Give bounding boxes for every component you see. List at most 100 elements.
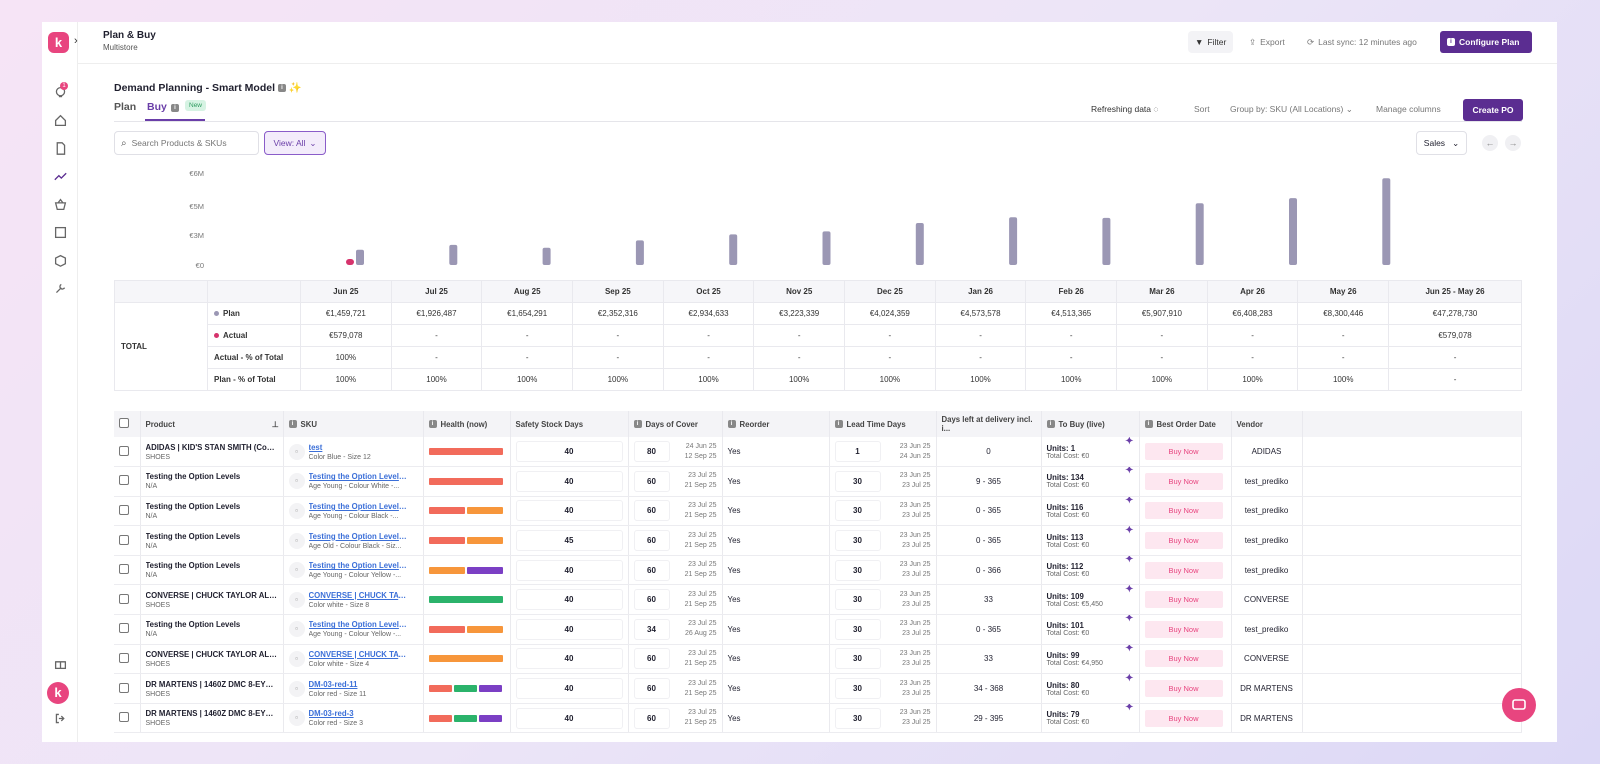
- column-header[interactable]: i Best Order Date: [1139, 411, 1232, 437]
- table-row[interactable]: Testing the Option Levels N/A ▫ Testing the…: [114, 466, 1522, 497]
- days-cover-input[interactable]: 60: [633, 500, 670, 522]
- days-cover-input[interactable]: 34: [633, 618, 670, 640]
- column-header[interactable]: Product ⊥: [140, 411, 284, 437]
- row-checkbox[interactable]: [119, 712, 129, 723]
- lead-time-input[interactable]: 30: [834, 470, 881, 492]
- document-icon[interactable]: [51, 139, 69, 157]
- safety-stock-input[interactable]: 40: [515, 648, 623, 670]
- column-header[interactable]: i Days of Cover: [628, 411, 723, 437]
- days-cover-input[interactable]: 60: [633, 559, 670, 581]
- buy-now-button[interactable]: Buy Now: [1144, 532, 1223, 550]
- sparkle-icon[interactable]: ✦: [1125, 466, 1134, 477]
- export-button[interactable]: ⇪ Export: [1249, 36, 1285, 48]
- days-cover-input[interactable]: 60: [633, 707, 670, 729]
- buy-now-button[interactable]: Buy Now: [1144, 591, 1223, 609]
- safety-stock-input[interactable]: 40: [515, 589, 623, 611]
- sparkle-icon[interactable]: ✦: [1125, 584, 1134, 595]
- search-input[interactable]: [131, 138, 252, 148]
- create-po-button[interactable]: Create PO: [1463, 99, 1523, 121]
- lead-time-input[interactable]: 30: [834, 678, 881, 700]
- days-cover-input[interactable]: 60: [633, 589, 670, 611]
- buy-now-button[interactable]: Buy Now: [1144, 561, 1223, 579]
- lead-time-input[interactable]: 30: [834, 559, 881, 581]
- table-row[interactable]: Testing the Option Levels N/A ▫ Testing the…: [114, 525, 1522, 556]
- actual-bar[interactable]: [346, 258, 354, 265]
- buy-now-button[interactable]: Buy Now: [1144, 709, 1223, 727]
- sparkle-icon[interactable]: ✦: [1125, 525, 1134, 536]
- lead-time-input[interactable]: 1: [834, 441, 881, 463]
- plan-bar[interactable]: [915, 222, 924, 265]
- search-box[interactable]: ⌕: [114, 131, 259, 155]
- row-checkbox[interactable]: [119, 682, 129, 693]
- column-header[interactable]: Safety Stock Days: [510, 411, 629, 437]
- basket-icon[interactable]: [51, 195, 69, 213]
- plan-bar[interactable]: [542, 247, 551, 265]
- safety-stock-input[interactable]: 40: [515, 707, 623, 729]
- wrench-icon[interactable]: [51, 279, 69, 297]
- home-icon[interactable]: [51, 111, 69, 129]
- days-cover-input[interactable]: 80: [633, 441, 670, 463]
- lead-time-input[interactable]: 30: [834, 589, 881, 611]
- days-cover-input[interactable]: 60: [633, 470, 670, 492]
- logo[interactable]: k: [48, 32, 69, 53]
- safety-stock-input[interactable]: 40: [515, 678, 623, 700]
- column-header[interactable]: i Health (now): [423, 411, 511, 437]
- plan-bar[interactable]: [635, 240, 644, 265]
- info-icon[interactable]: i: [171, 104, 179, 112]
- metric-dropdown[interactable]: Sales ⌄: [1416, 131, 1467, 155]
- sku-link[interactable]: Testing the Option Levels - Yo: [308, 561, 409, 571]
- safety-stock-input[interactable]: 40: [515, 441, 623, 463]
- manage-columns-button[interactable]: Manage columns: [1376, 104, 1441, 114]
- buy-now-button[interactable]: Buy Now: [1144, 502, 1223, 520]
- plan-bar[interactable]: [1382, 178, 1391, 265]
- safety-stock-input[interactable]: 40: [515, 618, 623, 640]
- plan-bar[interactable]: [1195, 203, 1204, 265]
- lead-time-input[interactable]: 30: [834, 648, 881, 670]
- plan-bar[interactable]: [449, 244, 458, 265]
- plan-bar[interactable]: [1009, 217, 1018, 265]
- select-all-checkbox[interactable]: [119, 418, 129, 428]
- row-checkbox[interactable]: [119, 564, 129, 575]
- chat-icon[interactable]: [1502, 688, 1536, 722]
- sku-link[interactable]: DM-03-red-3: [308, 709, 354, 719]
- safety-stock-input[interactable]: 40: [515, 470, 623, 492]
- image-icon[interactable]: [51, 223, 69, 241]
- safety-stock-input[interactable]: 40: [515, 500, 623, 522]
- row-checkbox[interactable]: [119, 475, 129, 486]
- table-row[interactable]: Testing the Option Levels N/A ▫ Testing the…: [114, 555, 1522, 586]
- buy-now-button[interactable]: Buy Now: [1144, 443, 1223, 461]
- sku-link[interactable]: CONVERSE | CHUCK TAYLOR: [308, 649, 409, 659]
- lead-time-input[interactable]: 30: [834, 707, 881, 729]
- days-cover-input[interactable]: 60: [633, 678, 670, 700]
- column-header[interactable]: i SKU: [283, 411, 424, 437]
- sku-link[interactable]: DM-03-red-11: [308, 679, 358, 689]
- info-icon[interactable]: i: [277, 84, 286, 93]
- row-checkbox[interactable]: [119, 593, 129, 604]
- configure-plan-button[interactable]: i Configure Plan: [1440, 31, 1532, 53]
- filter-button[interactable]: ▼ Filter: [1188, 31, 1234, 53]
- box-icon[interactable]: [51, 251, 69, 269]
- column-header[interactable]: Vendor: [1231, 411, 1303, 437]
- row-checkbox[interactable]: [119, 652, 129, 663]
- column-header[interactable]: i To Buy (live): [1041, 411, 1140, 437]
- table-row[interactable]: Testing the Option Levels N/A ▫ Testing the…: [114, 614, 1522, 645]
- sparkle-icon[interactable]: ✦: [1125, 673, 1134, 684]
- sort-button[interactable]: Sort: [1194, 104, 1210, 114]
- sku-link[interactable]: Testing the Option Levels - Ol: [308, 531, 409, 541]
- tab-plan[interactable]: Plan: [114, 101, 137, 113]
- sku-link[interactable]: Testing the Option Levels - Yo: [308, 620, 409, 630]
- lead-time-input[interactable]: 30: [834, 500, 881, 522]
- column-header[interactable]: i Lead Time Days: [829, 411, 937, 437]
- table-row[interactable]: Testing the Option Levels N/A ▫ Testing the…: [114, 496, 1522, 527]
- lead-time-input[interactable]: 30: [834, 618, 881, 640]
- sparkle-icon[interactable]: ✦: [1125, 644, 1134, 654]
- table-row[interactable]: DR MARTENS | 1460Z DMC 8-EYE BOC SHOES ▫ DM…: [114, 703, 1522, 734]
- row-checkbox[interactable]: [119, 623, 129, 634]
- buy-now-button[interactable]: Buy Now: [1144, 650, 1223, 668]
- plan-bar[interactable]: [1289, 198, 1297, 265]
- tab-buy[interactable]: Buy: [147, 101, 167, 113]
- safety-stock-input[interactable]: 40: [515, 559, 623, 581]
- table-row[interactable]: DR MARTENS | 1460Z DMC 8-EYE BOC SHOES ▫ DM…: [114, 673, 1522, 704]
- table-row[interactable]: CONVERSE | CHUCK TAYLOR ALL STAISHOES▫CO…: [114, 584, 1522, 616]
- view-filter-dropdown[interactable]: View: All ⌄: [264, 131, 326, 155]
